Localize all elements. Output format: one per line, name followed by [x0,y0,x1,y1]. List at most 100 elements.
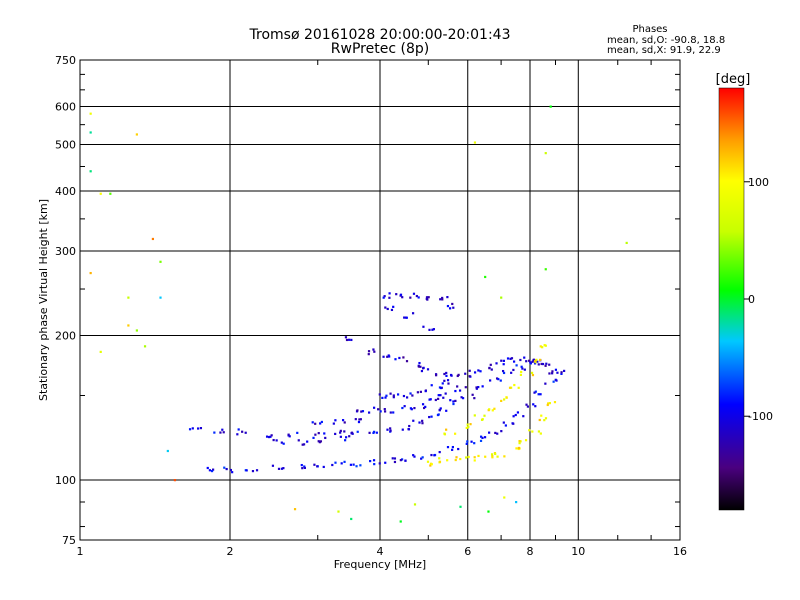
data-point [367,411,371,414]
data-point [372,406,376,409]
data-point [401,428,404,431]
data-point [389,427,392,430]
data-point [459,457,462,461]
data-point [317,432,320,435]
data-point [494,452,497,456]
data-point [89,271,92,275]
data-point [418,421,421,424]
data-point [530,371,534,374]
data-point [502,371,506,375]
data-point [251,470,255,473]
data-point [405,396,409,399]
data-point [438,450,441,454]
data-point [457,373,460,376]
data-point [337,510,340,513]
data-point [271,464,275,467]
data-point [412,454,415,457]
data-point [446,459,449,462]
data-point [404,459,407,462]
chart-subtitle: RwPretec (8p) [331,41,429,57]
x-tick-label: 1 [77,545,84,558]
data-point [356,409,359,412]
data-point [504,424,507,427]
data-point [436,413,440,417]
data-point [451,448,454,451]
data-point [547,402,550,405]
data-point [244,431,247,434]
data-point [421,422,424,425]
data-point [447,382,450,385]
data-point [127,324,130,327]
data-point [391,457,394,460]
data-point [99,350,102,353]
data-point [341,419,345,422]
data-point [392,305,395,308]
data-point [445,374,448,377]
data-point [560,372,563,375]
data-point [392,411,395,414]
data-point [495,377,499,380]
data-point [334,461,337,464]
data-point [301,467,304,470]
data-point [473,456,476,459]
data-point [548,372,551,375]
data-point [528,429,531,432]
data-point [399,520,402,523]
data-point [89,170,92,173]
data-point [222,431,225,434]
data-point [531,430,534,433]
data-point [544,382,547,385]
data-point [323,432,326,435]
data-point [196,427,200,430]
data-point [495,362,498,365]
data-point [413,503,417,506]
data-point [319,422,322,425]
data-point [532,403,535,406]
data-point [515,364,518,367]
data-point [443,432,446,435]
data-point [483,436,487,439]
data-point [135,133,138,136]
data-point [560,371,563,374]
data-point [464,372,467,375]
data-point [339,429,342,432]
data-point [479,370,482,373]
data-point [320,420,323,424]
data-point [454,399,457,402]
data-point [303,465,306,468]
data-point [526,405,530,408]
y-tick-label: 500 [55,139,76,152]
data-point [386,307,389,311]
data-point [324,436,327,440]
data-point [449,373,453,377]
data-point [277,467,281,470]
chart-title: Tromsø 20161028 20:00:00-20:01:43 [249,27,511,43]
data-point [393,460,397,464]
data-point [316,465,319,468]
data-point [355,465,358,468]
data-point [524,439,528,442]
data-point [477,385,480,389]
data-point [99,192,102,195]
data-point [467,455,470,459]
data-point [466,440,469,443]
data-point [319,440,323,443]
data-point [534,390,537,393]
data-point [429,398,432,401]
data-point [241,430,244,433]
data-point [454,389,457,393]
data-point [473,397,476,400]
data-point [512,360,516,363]
data-point [282,442,285,445]
data-point [159,260,162,263]
data-point [372,348,375,351]
data-point [381,396,384,399]
data-point [493,407,496,410]
data-point [422,366,425,369]
data-point [494,431,497,435]
data-point [537,430,541,433]
data-point [445,409,448,412]
data-point [432,328,435,331]
data-point [552,380,555,383]
data-point [208,469,212,472]
